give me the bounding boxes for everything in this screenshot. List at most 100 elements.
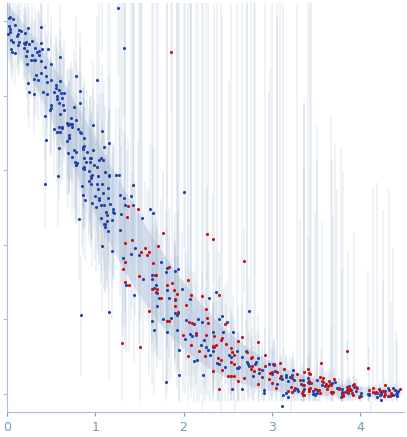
Point	[243, 358, 250, 365]
Point	[241, 257, 247, 264]
Point	[81, 196, 88, 203]
Point	[339, 385, 346, 392]
Point	[193, 332, 200, 339]
Point	[13, 33, 20, 40]
Point	[15, 42, 21, 49]
Point	[37, 70, 44, 77]
Point	[203, 305, 209, 312]
Point	[310, 391, 316, 398]
Point	[278, 373, 284, 380]
Point	[73, 161, 79, 168]
Point	[96, 194, 102, 201]
Point	[389, 384, 396, 391]
Point	[42, 181, 48, 188]
Point	[273, 385, 279, 392]
Point	[80, 144, 86, 151]
Point	[284, 387, 291, 394]
Point	[129, 236, 136, 243]
Point	[305, 375, 311, 382]
Point	[231, 372, 237, 379]
Point	[80, 191, 86, 198]
Point	[350, 392, 356, 399]
Point	[329, 379, 335, 386]
Point	[209, 348, 216, 355]
Point	[9, 49, 15, 55]
Point	[136, 273, 142, 280]
Point	[287, 373, 293, 380]
Point	[216, 291, 223, 298]
Point	[80, 163, 87, 170]
Point	[394, 390, 400, 397]
Point	[197, 341, 204, 348]
Point	[306, 388, 312, 395]
Point	[75, 125, 82, 132]
Point	[35, 76, 42, 83]
Point	[203, 343, 209, 350]
Point	[215, 354, 221, 361]
Point	[314, 389, 320, 396]
Point	[119, 339, 125, 346]
Point	[109, 217, 116, 224]
Point	[219, 329, 226, 336]
Point	[66, 135, 72, 142]
Point	[342, 388, 348, 395]
Point	[60, 101, 66, 108]
Point	[105, 309, 112, 316]
Point	[327, 380, 334, 387]
Point	[152, 282, 159, 289]
Point	[336, 385, 342, 392]
Point	[289, 389, 295, 396]
Point	[88, 173, 94, 180]
Point	[225, 351, 232, 358]
Point	[79, 146, 86, 153]
Point	[81, 142, 88, 149]
Point	[311, 391, 318, 398]
Point	[188, 291, 195, 298]
Point	[10, 16, 17, 23]
Point	[222, 321, 228, 328]
Point	[39, 45, 45, 52]
Point	[103, 208, 109, 215]
Point	[322, 381, 329, 388]
Point	[53, 84, 59, 91]
Point	[166, 294, 173, 301]
Point	[366, 387, 372, 394]
Point	[181, 189, 188, 196]
Point	[100, 189, 107, 196]
Point	[171, 297, 178, 304]
Point	[267, 369, 274, 376]
Point	[28, 38, 35, 45]
Point	[72, 149, 79, 156]
Point	[307, 371, 313, 378]
Point	[169, 279, 175, 286]
Point	[191, 357, 197, 364]
Point	[164, 286, 171, 293]
Point	[42, 63, 48, 70]
Point	[85, 177, 92, 184]
Point	[153, 290, 160, 297]
Point	[26, 40, 33, 47]
Point	[79, 182, 85, 189]
Point	[102, 223, 108, 230]
Point	[38, 40, 44, 47]
Point	[228, 358, 234, 365]
Point	[239, 385, 245, 392]
Point	[141, 244, 148, 251]
Point	[283, 389, 289, 396]
Point	[306, 386, 312, 393]
Point	[299, 376, 306, 383]
Point	[23, 60, 30, 67]
Point	[349, 382, 356, 389]
Point	[32, 56, 38, 63]
Point	[94, 173, 101, 180]
Point	[131, 291, 138, 298]
Point	[53, 92, 60, 99]
Point	[218, 357, 225, 364]
Point	[269, 379, 275, 386]
Point	[183, 317, 189, 324]
Point	[346, 385, 352, 392]
Point	[158, 258, 164, 265]
Point	[73, 161, 80, 168]
Point	[234, 364, 240, 371]
Point	[189, 319, 195, 326]
